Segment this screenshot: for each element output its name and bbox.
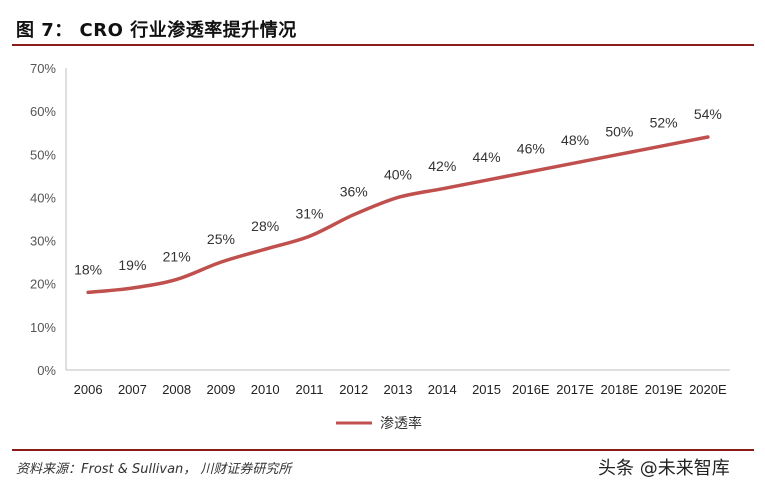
bottom-divider bbox=[12, 449, 754, 451]
x-tick-label: 2019E bbox=[645, 382, 683, 397]
data-label: 54% bbox=[694, 106, 722, 122]
x-tick-label: 2006 bbox=[74, 382, 103, 397]
watermark: 头条 @未来智库 bbox=[598, 458, 730, 479]
y-axis-ticks: 0% 10% 20% 30% 40% 50% 60% 70% bbox=[30, 61, 56, 378]
data-labels: 18% 19% 21% 25% 28% 31% 36% 40% 42% 44% 46% 48% 50% 5… bbox=[74, 106, 722, 277]
x-tick-label: 2015 bbox=[472, 382, 501, 397]
page-title: 图 7： CRO 行业渗透率提升情况 bbox=[16, 20, 297, 41]
data-label: 50% bbox=[605, 123, 633, 139]
y-tick-label: 40% bbox=[30, 190, 56, 205]
data-label: 48% bbox=[561, 132, 589, 148]
title-bar: 图 7： CRO 行业渗透率提升情况 bbox=[12, 14, 754, 46]
data-label: 52% bbox=[650, 115, 678, 131]
series-group bbox=[86, 135, 710, 295]
data-label: 21% bbox=[163, 248, 191, 264]
x-tick-label: 2018E bbox=[601, 382, 639, 397]
x-tick-label: 2013 bbox=[384, 382, 413, 397]
data-label: 36% bbox=[340, 184, 368, 200]
data-label: 44% bbox=[473, 149, 501, 165]
legend-label: 渗透率 bbox=[380, 415, 422, 432]
x-tick-label: 2016E bbox=[512, 382, 550, 397]
x-tick-label: 2020E bbox=[689, 382, 727, 397]
x-tick-label: 2009 bbox=[206, 382, 235, 397]
x-tick-label: 2010 bbox=[251, 382, 280, 397]
y-tick-label: 30% bbox=[30, 234, 56, 249]
data-label: 25% bbox=[207, 231, 235, 247]
series-line bbox=[86, 135, 710, 295]
x-tick-label: 2017E bbox=[556, 382, 594, 397]
source-note: 资料来源：Frost & Sullivan， 川财证券研究所 bbox=[16, 462, 292, 477]
x-tick-label: 2007 bbox=[118, 382, 147, 397]
x-tick-label: 2008 bbox=[162, 382, 191, 397]
data-label: 40% bbox=[384, 166, 412, 182]
x-tick-label: 2012 bbox=[339, 382, 368, 397]
y-tick-label: 10% bbox=[30, 320, 56, 335]
y-tick-label: 70% bbox=[30, 61, 56, 76]
y-tick-label: 60% bbox=[30, 104, 56, 119]
x-tick-label: 2011 bbox=[295, 382, 323, 397]
y-tick-label: 0% bbox=[37, 363, 56, 378]
data-label: 46% bbox=[517, 141, 545, 157]
data-label: 19% bbox=[118, 257, 146, 273]
x-tick-label: 2014 bbox=[428, 382, 457, 397]
data-label: 18% bbox=[74, 261, 102, 277]
chart-axes bbox=[65, 68, 730, 371]
data-label: 42% bbox=[428, 158, 456, 174]
x-axis-ticks: 2006 2007 2008 2009 2010 2011 2012 2013 2014 2015… bbox=[74, 382, 727, 397]
data-label: 31% bbox=[295, 205, 323, 221]
y-tick-label: 50% bbox=[30, 147, 56, 162]
data-label: 28% bbox=[251, 218, 279, 234]
legend: 渗透率 bbox=[336, 415, 422, 432]
y-tick-label: 20% bbox=[30, 277, 56, 292]
